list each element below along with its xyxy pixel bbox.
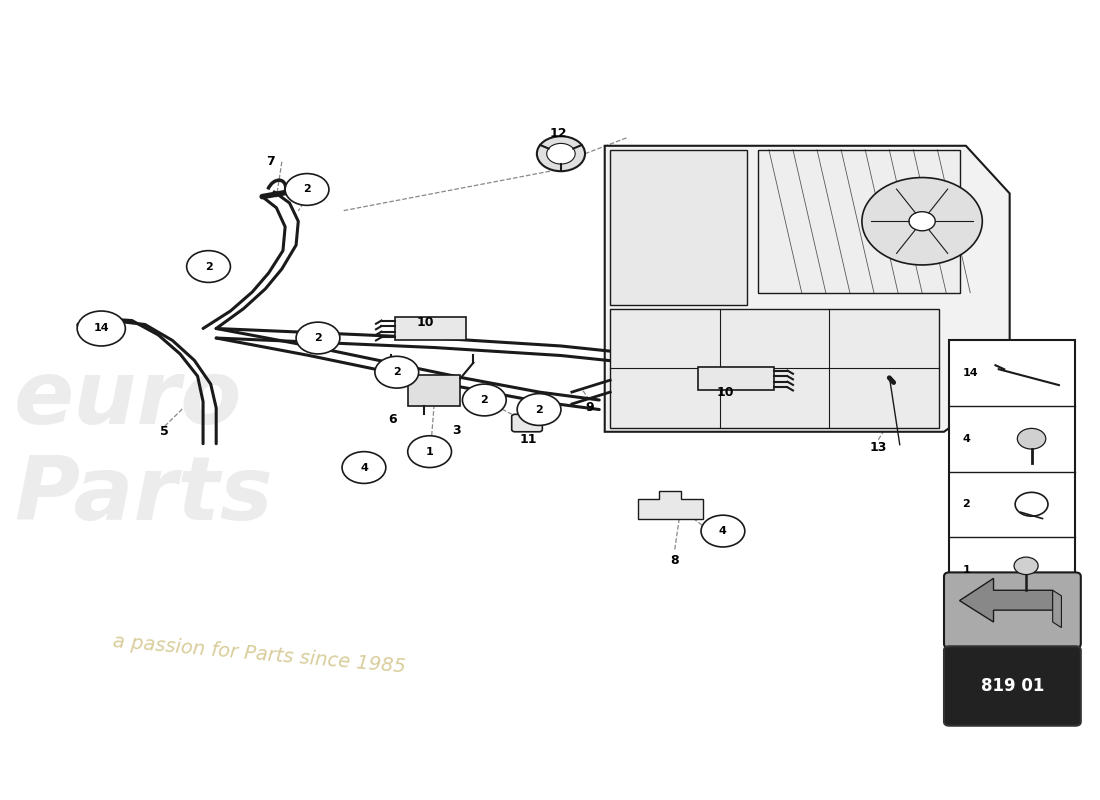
FancyBboxPatch shape [395,318,465,340]
Text: 2: 2 [393,367,400,377]
Text: 2: 2 [536,405,543,414]
Circle shape [342,452,386,483]
Text: 2: 2 [315,333,322,343]
FancyBboxPatch shape [408,374,460,406]
Text: 1: 1 [426,446,433,457]
Polygon shape [610,309,938,428]
Text: 6: 6 [388,413,397,426]
Text: euro: euro [13,357,242,443]
Text: 4: 4 [719,526,727,536]
Circle shape [1018,429,1046,449]
Text: 4: 4 [360,462,367,473]
Text: 2: 2 [304,185,311,194]
Text: 9: 9 [585,402,594,414]
Circle shape [408,436,451,467]
Text: 3: 3 [453,424,461,437]
Text: 2: 2 [962,499,970,510]
Text: 10: 10 [716,386,734,398]
FancyBboxPatch shape [949,341,1076,602]
FancyBboxPatch shape [944,646,1081,726]
Text: 14: 14 [94,323,109,334]
Circle shape [296,322,340,354]
Circle shape [285,174,329,206]
Polygon shape [605,146,1010,432]
Polygon shape [610,150,747,305]
Text: 12: 12 [550,126,568,139]
Text: 4: 4 [962,434,970,444]
Circle shape [517,394,561,426]
Polygon shape [959,578,1053,622]
Polygon shape [758,150,960,293]
Circle shape [462,384,506,416]
Circle shape [862,178,982,265]
Text: 13: 13 [870,441,887,454]
Polygon shape [1053,590,1062,628]
Text: 14: 14 [962,368,978,378]
Text: 819 01: 819 01 [981,677,1044,695]
Polygon shape [638,491,703,519]
Text: 11: 11 [519,434,537,446]
Text: 5: 5 [161,426,169,438]
Text: 2: 2 [481,395,488,405]
Text: 2: 2 [205,262,212,271]
Circle shape [909,212,935,230]
Text: 1: 1 [962,565,970,575]
Circle shape [547,143,575,164]
Text: 10: 10 [417,316,434,329]
Text: 8: 8 [671,554,679,567]
Circle shape [77,311,125,346]
Text: a passion for Parts since 1985: a passion for Parts since 1985 [112,632,407,677]
Circle shape [537,136,585,171]
Circle shape [187,250,230,282]
FancyBboxPatch shape [697,367,774,390]
FancyBboxPatch shape [944,572,1081,648]
Circle shape [375,356,419,388]
FancyBboxPatch shape [512,414,542,432]
Text: Parts: Parts [13,452,273,539]
Text: 7: 7 [266,155,275,168]
Circle shape [1014,557,1038,574]
Circle shape [701,515,745,547]
